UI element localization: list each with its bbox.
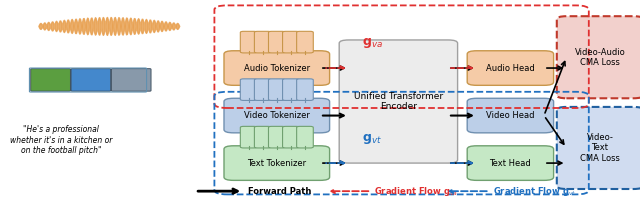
FancyBboxPatch shape (467, 98, 554, 133)
Text: Gradient Flow $\mathbf{g}_{vt}$: Gradient Flow $\mathbf{g}_{vt}$ (493, 185, 576, 198)
Text: Gradient Flow $\mathbf{g}_{va}$: Gradient Flow $\mathbf{g}_{va}$ (374, 185, 458, 198)
FancyBboxPatch shape (241, 79, 257, 100)
FancyBboxPatch shape (269, 79, 285, 100)
FancyBboxPatch shape (224, 51, 330, 85)
FancyBboxPatch shape (224, 98, 330, 133)
FancyBboxPatch shape (255, 126, 271, 148)
Text: Audio Head: Audio Head (486, 64, 535, 73)
FancyBboxPatch shape (557, 107, 640, 189)
FancyBboxPatch shape (467, 51, 554, 85)
FancyBboxPatch shape (31, 69, 70, 91)
Text: Forward Path: Forward Path (248, 187, 311, 196)
Text: Unified Transformer
Encoder: Unified Transformer Encoder (354, 92, 443, 111)
FancyBboxPatch shape (283, 31, 300, 53)
FancyBboxPatch shape (255, 31, 271, 53)
Text: Video-
Text
CMA Loss: Video- Text CMA Loss (580, 133, 620, 163)
FancyBboxPatch shape (269, 31, 285, 53)
Text: Video Head: Video Head (486, 111, 534, 120)
Text: Text Head: Text Head (490, 159, 531, 168)
FancyBboxPatch shape (111, 69, 151, 91)
FancyBboxPatch shape (557, 16, 640, 98)
FancyBboxPatch shape (297, 79, 314, 100)
Text: Video-Audio
CMA Loss: Video-Audio CMA Loss (575, 48, 625, 67)
Text: $\mathbf{g}_{vt}$: $\mathbf{g}_{vt}$ (362, 132, 381, 146)
FancyBboxPatch shape (297, 31, 314, 53)
FancyBboxPatch shape (255, 79, 271, 100)
Text: "He's a professional
whether it's in a kitchen or
on the football pitch": "He's a professional whether it's in a k… (10, 125, 112, 155)
FancyBboxPatch shape (241, 31, 257, 53)
FancyBboxPatch shape (339, 40, 458, 163)
FancyBboxPatch shape (283, 79, 300, 100)
FancyBboxPatch shape (297, 126, 314, 148)
FancyBboxPatch shape (467, 146, 554, 180)
Text: Text Tokenizer: Text Tokenizer (247, 159, 307, 168)
Text: Video Tokenizer: Video Tokenizer (244, 111, 310, 120)
FancyBboxPatch shape (241, 126, 257, 148)
Text: Audio Tokenizer: Audio Tokenizer (244, 64, 310, 73)
Text: $\mathbf{g}_{va}$: $\mathbf{g}_{va}$ (362, 36, 383, 50)
FancyBboxPatch shape (71, 69, 111, 91)
FancyBboxPatch shape (269, 126, 285, 148)
FancyBboxPatch shape (283, 126, 300, 148)
FancyBboxPatch shape (224, 146, 330, 180)
